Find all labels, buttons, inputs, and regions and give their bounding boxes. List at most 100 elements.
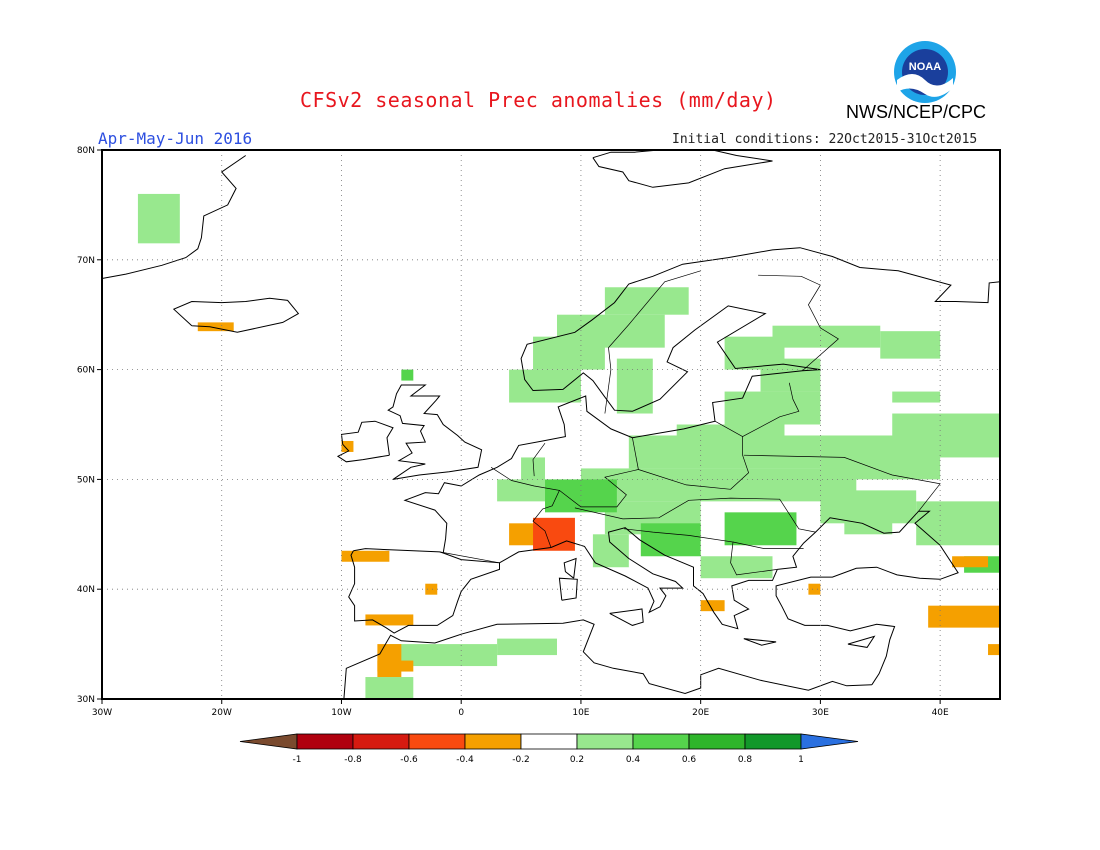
country-border [574, 497, 816, 533]
anomaly-shading [137, 193, 1000, 699]
colorbar-segment [744, 733, 802, 750]
anomaly-cell [844, 512, 893, 535]
lon-tick-label: 10E [572, 708, 589, 718]
anomaly-cell [521, 457, 546, 491]
lon-tick-label: 30W [92, 708, 112, 718]
anomaly-cell [772, 325, 881, 348]
country-border [532, 442, 546, 477]
country-border [604, 270, 701, 414]
country-border [490, 467, 560, 548]
lon-tick-label: 20W [212, 708, 232, 718]
coastline [847, 635, 876, 648]
colorbar-tick-label: -0.2 [512, 755, 530, 765]
colorbar-tick-label: -0.8 [344, 755, 362, 765]
colorbar-tick-label: 0.2 [570, 755, 584, 765]
coastline [558, 577, 578, 601]
colorbar-right-arrow [800, 733, 859, 750]
axis-labels: 30N 40N 50N 60N 70N 80N 30W 20W 10W 0 10E 20E 30E 40E [77, 146, 949, 718]
anomaly-cell [389, 644, 498, 667]
lat-tick-label: 60N [77, 366, 95, 376]
graticule [102, 150, 1000, 699]
anomaly-cell [401, 369, 414, 381]
anomaly-cell [616, 358, 653, 414]
lon-tick-label: 40E [932, 708, 949, 718]
coastline [609, 608, 644, 626]
noaa-logo-icon: NOAA [894, 41, 956, 103]
colorbar-segment [688, 733, 746, 750]
lat-tick-label: 30N [77, 695, 95, 705]
colorbar: -1 -0.8 -0.6 -0.4 -0.2 0.2 0.4 0.6 0.8 1 [239, 733, 859, 765]
anomaly-cell [137, 193, 180, 244]
colorbar-tick-label: 0.6 [682, 755, 697, 765]
anomaly-cell [700, 600, 725, 612]
anomaly-cell [892, 391, 941, 403]
colorbar-segment [632, 733, 690, 750]
anomaly-cell [425, 583, 438, 595]
season-label: Apr-May-Jun 2016 [98, 129, 253, 148]
anomaly-cell [365, 677, 414, 699]
coastlines [101, 149, 1001, 700]
lon-tick-label: 30E [812, 708, 829, 718]
anomaly-cell [580, 468, 857, 502]
colorbar-tick-label: 0.4 [626, 755, 641, 765]
country-border [743, 454, 941, 512]
anomaly-cell [916, 501, 1000, 546]
coastline [343, 619, 872, 700]
anomaly-cell [880, 331, 941, 359]
colorbar-tick-label: -0.6 [400, 755, 418, 765]
coastline [563, 557, 577, 579]
anomaly-cell [952, 556, 989, 568]
map-title: CFSv2 seasonal Prec anomalies (mm/day) [300, 88, 777, 112]
anomaly-cell [377, 660, 414, 672]
colorbar-segment [576, 733, 634, 750]
logo-text: NOAA [909, 61, 941, 73]
lat-tick-label: 80N [77, 146, 95, 156]
coastline [336, 420, 394, 463]
country-border [439, 551, 500, 564]
country-border [742, 382, 800, 437]
agency-label: NWS/NCEP/CPC [846, 102, 987, 122]
coastline [387, 384, 483, 480]
coastline [101, 155, 246, 279]
anomaly-cell [640, 523, 701, 557]
anomaly-cell [604, 287, 689, 315]
country-border [758, 274, 839, 371]
colorbar-left-arrow [239, 733, 298, 750]
colorbar-segment [408, 733, 466, 750]
lat-tick-label: 50N [77, 475, 95, 485]
anomaly-cell [556, 314, 665, 348]
anomaly-cell [377, 644, 402, 678]
anomaly-cell [509, 369, 581, 403]
anomaly-cell [197, 322, 234, 332]
coastline [775, 510, 959, 685]
colorbar-tick-label: 1 [798, 755, 804, 765]
map-frame [101, 149, 1001, 700]
anomaly-cell [533, 517, 575, 551]
anomaly-cell [724, 512, 797, 546]
anomaly-cell [928, 605, 1000, 628]
colorbar-segment [352, 733, 410, 750]
lon-tick-label: 20E [692, 708, 709, 718]
colorbar-segment [296, 733, 354, 750]
lon-tick-label: 10W [331, 708, 351, 718]
coastline [499, 527, 778, 630]
anomaly-cell [724, 391, 821, 425]
anomaly-cell [497, 638, 557, 656]
colorbar-tick-label: -0.4 [456, 755, 474, 765]
lat-tick-label: 40N [77, 585, 95, 595]
anomaly-cell [988, 644, 1000, 656]
anomaly-cell [592, 534, 629, 568]
coastline [592, 149, 773, 188]
lon-tick-label: 0 [458, 708, 464, 718]
anomaly-cell [760, 358, 821, 392]
colorbar-segment [464, 733, 522, 750]
colorbar-tick-label: -1 [293, 755, 302, 765]
colorbar-tick-label: 0.8 [738, 755, 753, 765]
anomaly-cell [892, 413, 1000, 458]
coastline [403, 247, 1001, 554]
anomaly-cell [808, 583, 821, 595]
colorbar-segment [520, 733, 578, 750]
anomaly-cell [341, 440, 354, 452]
initial-conditions-label: Initial conditions: 22Oct2015-31Oct2015 [672, 132, 978, 147]
